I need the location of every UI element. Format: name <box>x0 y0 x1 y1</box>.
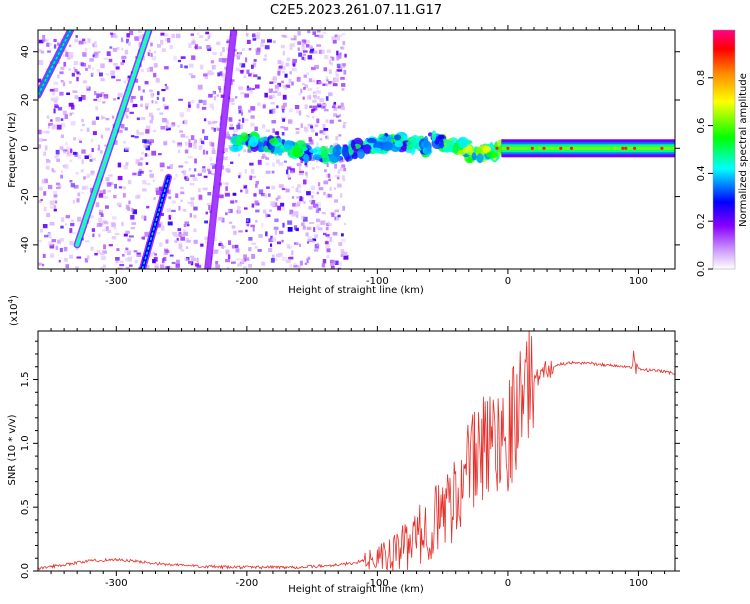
colorbar-tick-label: 0.0 <box>696 261 707 277</box>
diagonal-trace-1 <box>38 30 75 99</box>
snr-x-tick-label: 0 <box>505 578 511 589</box>
noise-speckle <box>38 30 349 269</box>
spectrogram-x-ticks: -300 -200 -100 0 100 <box>50 25 666 287</box>
snr-y-tick-label: 0.0 <box>20 563 31 579</box>
snr-y-tick-label: 0.5 <box>20 499 31 515</box>
spectrogram-x-tick-label: -200 <box>236 276 259 287</box>
snr-y-label: SNR (10 * v/v) <box>7 414 18 485</box>
snr-multiplier-exp: 4 <box>7 298 15 303</box>
spectrogram-y-tick-label: 0 <box>20 145 31 151</box>
snr-x-label: Height of straight line (km) <box>288 584 424 595</box>
colorbar-frame <box>712 29 736 270</box>
snr-series-line <box>38 331 675 571</box>
colorbar-tick-label: 0.2 <box>696 213 707 229</box>
colorbar: 0.0 0.2 0.4 0.6 0.8 Normalized spectral ampl… <box>696 29 749 277</box>
spectrogram-frame <box>37 29 676 270</box>
spectrogram-heatmap <box>38 30 675 269</box>
spectrogram-x-label: Height of straight line (km) <box>288 285 424 296</box>
snr-y-ticks: 0.0 0.5 1.0 1.5 <box>20 340 680 579</box>
colorbar-ticks: 0.0 0.2 0.4 0.6 0.8 <box>696 70 713 277</box>
spectrogram-y-tick-label: -20 <box>20 188 31 204</box>
snr-panel: -300 -200 -100 0 100 0.0 0.5 1.0 1.5 Height of … <box>7 295 680 595</box>
snr-line-series <box>38 331 675 571</box>
spectrogram-y-label: Frequency (Hz) <box>7 112 18 188</box>
colorbar-tick-label: 0.6 <box>696 118 707 134</box>
colorbar-tick-label: 0.8 <box>696 70 707 86</box>
spectrogram-y-tick-label: 40 <box>20 45 31 58</box>
snr-x-tick-label: 100 <box>629 578 648 589</box>
spectrogram-x-tick-label: 0 <box>505 276 511 287</box>
snr-x-tick-label: -200 <box>236 578 259 589</box>
snr-multiplier: (x104) <box>7 295 20 326</box>
spectrogram-x-tick-label: -100 <box>366 276 389 287</box>
carrier-line <box>229 130 675 165</box>
spectrogram-y-ticks: -40 -20 0 20 40 <box>20 45 680 253</box>
chart-title: C2E5.2023.261.07.11.G17 <box>270 3 442 18</box>
snr-x-tick-label: -100 <box>366 578 389 589</box>
colorbar-tick-label: 0.4 <box>696 165 707 181</box>
snr-y-tick-label: 1.5 <box>20 372 31 388</box>
svg-text:(x104): (x104) <box>7 295 20 326</box>
diagonal-trace-3 <box>138 173 173 269</box>
spectrogram-y-tick-label: -40 <box>20 237 31 253</box>
spectrogram-x-tick-label: -300 <box>105 276 128 287</box>
spectrogram-x-tick-label: 100 <box>629 276 648 287</box>
snr-y-tick-label: 1.0 <box>20 435 31 451</box>
snr-multiplier-close: ) <box>9 295 20 299</box>
snr-x-ticks: -300 -200 -100 0 100 <box>50 326 666 589</box>
snr-x-tick-label: -300 <box>105 578 128 589</box>
snr-multiplier-base: (x10 <box>9 303 20 326</box>
spectrogram-y-tick-label: 20 <box>20 94 31 107</box>
colorbar-gradient <box>713 30 735 269</box>
colorbar-label: Normalized spectral amplitude <box>738 73 749 227</box>
snr-frame <box>37 330 676 572</box>
diagonal-trace-2 <box>73 30 153 249</box>
diagonal-trace-4 <box>204 30 238 269</box>
